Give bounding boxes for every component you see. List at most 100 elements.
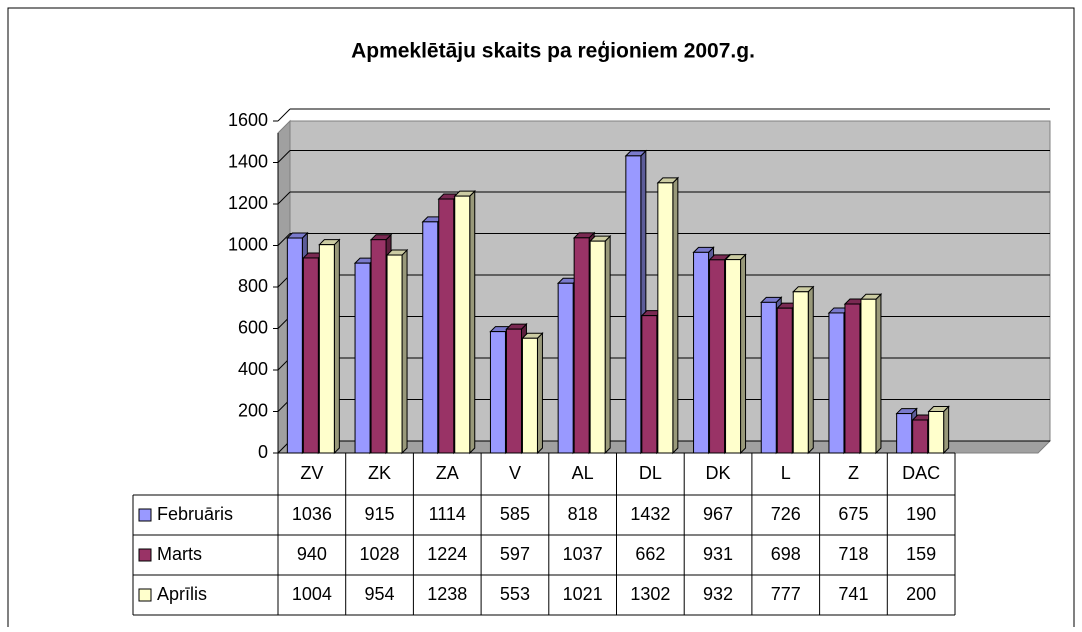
- legend-swatch: [138, 548, 152, 562]
- bar: [318, 244, 335, 454]
- bar: [792, 291, 809, 454]
- table-value: 675: [838, 504, 868, 524]
- bar-side: [604, 234, 611, 455]
- table-value: 1021: [563, 584, 603, 604]
- bar-side: [875, 293, 882, 455]
- table-value: 915: [365, 504, 395, 524]
- bar: [657, 182, 674, 454]
- y-tick-label: 1600: [228, 110, 268, 130]
- bar-side: [469, 189, 476, 455]
- legend-label: Aprīlis: [157, 584, 207, 604]
- bar: [641, 315, 658, 454]
- bar: [760, 301, 777, 454]
- chart-title: Apmeklētāju skaits pa reģioniem 2007.g.: [351, 40, 755, 63]
- bar: [454, 195, 471, 454]
- grid-line: [277, 108, 291, 122]
- bar: [302, 257, 319, 454]
- table-value: 1037: [563, 544, 603, 564]
- grid-line: [277, 191, 291, 205]
- x-tick-label: DK: [706, 463, 731, 483]
- bar-side: [740, 253, 747, 455]
- bar: [489, 331, 506, 454]
- table-value: 553: [500, 584, 530, 604]
- bar: [370, 239, 387, 454]
- table-value: 698: [771, 544, 801, 564]
- table-value: 662: [635, 544, 665, 564]
- table-value: 1302: [630, 584, 670, 604]
- table-value: 597: [500, 544, 530, 564]
- grid-line: [277, 150, 291, 163]
- bar-side: [333, 238, 340, 455]
- table-value: 967: [703, 504, 733, 524]
- y-tick-label: 200: [238, 400, 268, 420]
- bar: [589, 240, 606, 454]
- y-tick-label: 400: [238, 359, 268, 379]
- x-tick-label: ZV: [300, 463, 323, 483]
- legend-swatch: [138, 588, 152, 602]
- table-value: 585: [500, 504, 530, 524]
- table-value: 777: [771, 584, 801, 604]
- bar: [844, 303, 861, 454]
- table-value: 1114: [429, 504, 466, 524]
- x-tick-label: V: [509, 463, 521, 483]
- y-tick-label: 800: [238, 276, 268, 296]
- table-value: 741: [838, 584, 868, 604]
- table-value: 726: [771, 504, 801, 524]
- table-value: 1028: [360, 544, 400, 564]
- y-tick-label: 1400: [228, 151, 268, 171]
- table-value: 818: [568, 504, 598, 524]
- table-value: 1238: [427, 584, 467, 604]
- table-value: 932: [703, 584, 733, 604]
- bar: [354, 262, 371, 454]
- bar: [286, 237, 303, 454]
- x-tick-label: ZA: [436, 463, 459, 483]
- bar: [557, 282, 574, 454]
- bar-side: [807, 285, 814, 455]
- y-tick-label: 1000: [228, 234, 268, 254]
- x-tick-label: DL: [639, 463, 662, 483]
- bar: [573, 237, 590, 454]
- x-tick-label: AL: [572, 463, 594, 483]
- bar: [438, 198, 455, 454]
- table-value: 1036: [292, 504, 332, 524]
- bar-side: [943, 405, 950, 455]
- table-value: 940: [297, 544, 327, 564]
- x-tick-label: ZK: [368, 463, 391, 483]
- bar: [693, 251, 710, 454]
- table-value: 159: [906, 544, 936, 564]
- table-value: 954: [365, 584, 395, 604]
- table-value: 931: [703, 544, 733, 564]
- bar: [625, 155, 642, 454]
- bar: [860, 298, 877, 454]
- bar: [896, 413, 913, 454]
- bar: [386, 254, 403, 454]
- x-tick-label: Z: [848, 463, 859, 483]
- table-value: 718: [838, 544, 868, 564]
- legend-label: Februāris: [157, 504, 233, 524]
- x-tick-label: L: [781, 463, 791, 483]
- table-value: 190: [906, 504, 936, 524]
- legend-label: Marts: [157, 544, 202, 564]
- y-tick-label: 1200: [228, 193, 268, 213]
- bar-side: [672, 176, 679, 455]
- bar: [505, 328, 522, 454]
- bar: [912, 419, 929, 454]
- legend-swatch: [138, 508, 152, 522]
- grid-line: [277, 233, 291, 246]
- table-value: 200: [906, 584, 936, 604]
- x-tick-label: DAC: [902, 463, 940, 483]
- bar: [828, 312, 845, 454]
- y-tick-label: 0: [258, 442, 268, 462]
- bar: [776, 307, 793, 454]
- table-value: 1224: [427, 544, 467, 564]
- bar: [521, 337, 538, 454]
- table-value: 1004: [292, 584, 332, 604]
- bar-side: [536, 332, 543, 455]
- table-value: 1432: [630, 504, 670, 524]
- bar: [725, 259, 742, 454]
- bar: [709, 259, 726, 454]
- bar: [928, 411, 945, 454]
- bar: [422, 221, 439, 454]
- bar-side: [401, 248, 408, 455]
